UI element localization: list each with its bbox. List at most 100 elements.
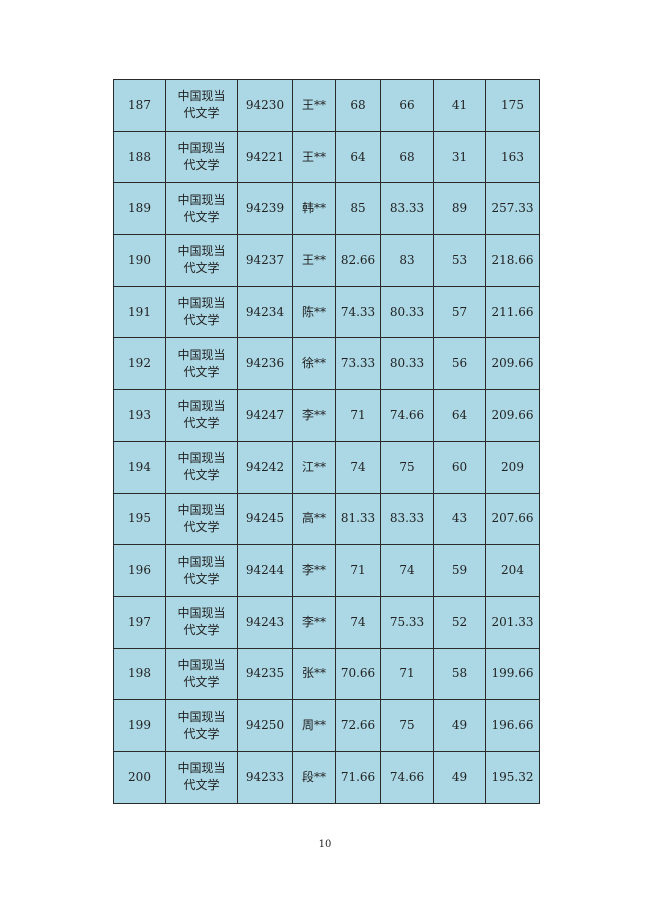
cell-major: 中国现当代文学 xyxy=(165,285,238,339)
cell-score-2: 75 xyxy=(380,440,434,494)
cell-score-2: 75 xyxy=(380,699,434,752)
cell-rank: 193 xyxy=(113,389,166,442)
cell-candidate-id: 94236 xyxy=(237,337,293,391)
cell-total: 207.66 xyxy=(485,492,540,546)
cell-name: 江** xyxy=(292,440,336,494)
cell-candidate-id: 94247 xyxy=(237,389,293,442)
cell-score-1: 74 xyxy=(335,595,381,649)
cell-score-2: 75.33 xyxy=(380,595,434,649)
table-row: 199 中国现当代文学 94250 周** 72.66 75 49 196.66 xyxy=(113,699,540,752)
cell-score-3: 60 xyxy=(433,440,486,494)
cell-score-1: 68 xyxy=(335,79,381,132)
cell-score-1: 71 xyxy=(335,389,381,442)
cell-total: 204 xyxy=(485,544,540,597)
table-row: 188 中国现当代文学 94221 王** 64 68 31 163 xyxy=(113,130,540,184)
cell-score-3: 58 xyxy=(433,647,486,701)
cell-candidate-id: 94243 xyxy=(237,595,293,649)
cell-candidate-id: 94237 xyxy=(237,234,293,287)
cell-score-1: 85 xyxy=(335,182,381,236)
cell-rank: 191 xyxy=(113,285,166,339)
cell-rank: 187 xyxy=(113,79,166,132)
cell-total: 199.66 xyxy=(485,647,540,701)
cell-major: 中国现当代文学 xyxy=(165,750,238,804)
cell-name: 王** xyxy=(292,79,336,132)
cell-rank: 188 xyxy=(113,130,166,184)
cell-major: 中国现当代文学 xyxy=(165,337,238,391)
cell-total: 211.66 xyxy=(485,285,540,339)
cell-candidate-id: 94230 xyxy=(237,79,293,132)
cell-score-3: 57 xyxy=(433,285,486,339)
cell-total: 209 xyxy=(485,440,540,494)
cell-candidate-id: 94244 xyxy=(237,544,293,597)
cell-score-3: 41 xyxy=(433,79,486,132)
cell-score-2: 83 xyxy=(380,234,434,287)
cell-major: 中国现当代文学 xyxy=(165,79,238,132)
cell-score-3: 52 xyxy=(433,595,486,649)
cell-score-2: 80.33 xyxy=(380,285,434,339)
cell-total: 195.32 xyxy=(485,750,540,804)
cell-name: 李** xyxy=(292,544,336,597)
score-table: 187 中国现当代文学 94230 王** 68 66 41 175 188 中国现当代文学 942… xyxy=(113,79,540,804)
cell-candidate-id: 94242 xyxy=(237,440,293,494)
cell-score-2: 83.33 xyxy=(380,492,434,546)
cell-rank: 199 xyxy=(113,699,166,752)
cell-name: 李** xyxy=(292,389,336,442)
cell-score-2: 74.66 xyxy=(380,389,434,442)
cell-total: 163 xyxy=(485,130,540,184)
cell-score-2: 83.33 xyxy=(380,182,434,236)
table-row: 196 中国现当代文学 94244 李** 71 74 59 204 xyxy=(113,544,540,597)
cell-name: 周** xyxy=(292,699,336,752)
cell-score-3: 53 xyxy=(433,234,486,287)
cell-name: 徐** xyxy=(292,337,336,391)
cell-total: 218.66 xyxy=(485,234,540,287)
cell-total: 209.66 xyxy=(485,337,540,391)
cell-score-1: 71 xyxy=(335,544,381,597)
cell-score-1: 72.66 xyxy=(335,699,381,752)
cell-score-2: 74.66 xyxy=(380,750,434,804)
cell-name: 韩** xyxy=(292,182,336,236)
cell-major: 中国现当代文学 xyxy=(165,647,238,701)
cell-name: 王** xyxy=(292,234,336,287)
cell-name: 王** xyxy=(292,130,336,184)
cell-candidate-id: 94233 xyxy=(237,750,293,804)
cell-major: 中国现当代文学 xyxy=(165,595,238,649)
cell-score-3: 43 xyxy=(433,492,486,546)
cell-total: 209.66 xyxy=(485,389,540,442)
cell-major: 中国现当代文学 xyxy=(165,130,238,184)
cell-score-3: 59 xyxy=(433,544,486,597)
table-row: 198 中国现当代文学 94235 张** 70.66 71 58 199.66 xyxy=(113,647,540,701)
cell-score-1: 74 xyxy=(335,440,381,494)
cell-major: 中国现当代文学 xyxy=(165,182,238,236)
cell-rank: 200 xyxy=(113,750,166,804)
table-row: 200 中国现当代文学 94233 段** 71.66 74.66 49 195.32 xyxy=(113,750,540,804)
cell-candidate-id: 94239 xyxy=(237,182,293,236)
table-row: 197 中国现当代文学 94243 李** 74 75.33 52 201.33 xyxy=(113,595,540,649)
cell-rank: 190 xyxy=(113,234,166,287)
cell-score-1: 81.33 xyxy=(335,492,381,546)
cell-rank: 189 xyxy=(113,182,166,236)
table-row: 187 中国现当代文学 94230 王** 68 66 41 175 xyxy=(113,79,540,132)
table-row: 192 中国现当代文学 94236 徐** 73.33 80.33 56 209.66 xyxy=(113,337,540,391)
cell-score-1: 73.33 xyxy=(335,337,381,391)
cell-rank: 194 xyxy=(113,440,166,494)
table-row: 190 中国现当代文学 94237 王** 82.66 83 53 218.66 xyxy=(113,234,540,287)
table-row: 193 中国现当代文学 94247 李** 71 74.66 64 209.66 xyxy=(113,389,540,442)
table-row: 191 中国现当代文学 94234 陈** 74.33 80.33 57 211.66 xyxy=(113,285,540,339)
cell-rank: 196 xyxy=(113,544,166,597)
cell-name: 张** xyxy=(292,647,336,701)
table-row: 195 中国现当代文学 94245 高** 81.33 83.33 43 207.66 xyxy=(113,492,540,546)
cell-score-3: 49 xyxy=(433,750,486,804)
cell-score-1: 74.33 xyxy=(335,285,381,339)
cell-candidate-id: 94250 xyxy=(237,699,293,752)
cell-name: 段** xyxy=(292,750,336,804)
cell-score-3: 89 xyxy=(433,182,486,236)
cell-score-1: 82.66 xyxy=(335,234,381,287)
page-number: 10 xyxy=(318,839,332,850)
cell-candidate-id: 94234 xyxy=(237,285,293,339)
cell-score-2: 68 xyxy=(380,130,434,184)
cell-total: 175 xyxy=(485,79,540,132)
cell-major: 中国现当代文学 xyxy=(165,492,238,546)
cell-total: 201.33 xyxy=(485,595,540,649)
cell-score-2: 71 xyxy=(380,647,434,701)
cell-score-2: 74 xyxy=(380,544,434,597)
